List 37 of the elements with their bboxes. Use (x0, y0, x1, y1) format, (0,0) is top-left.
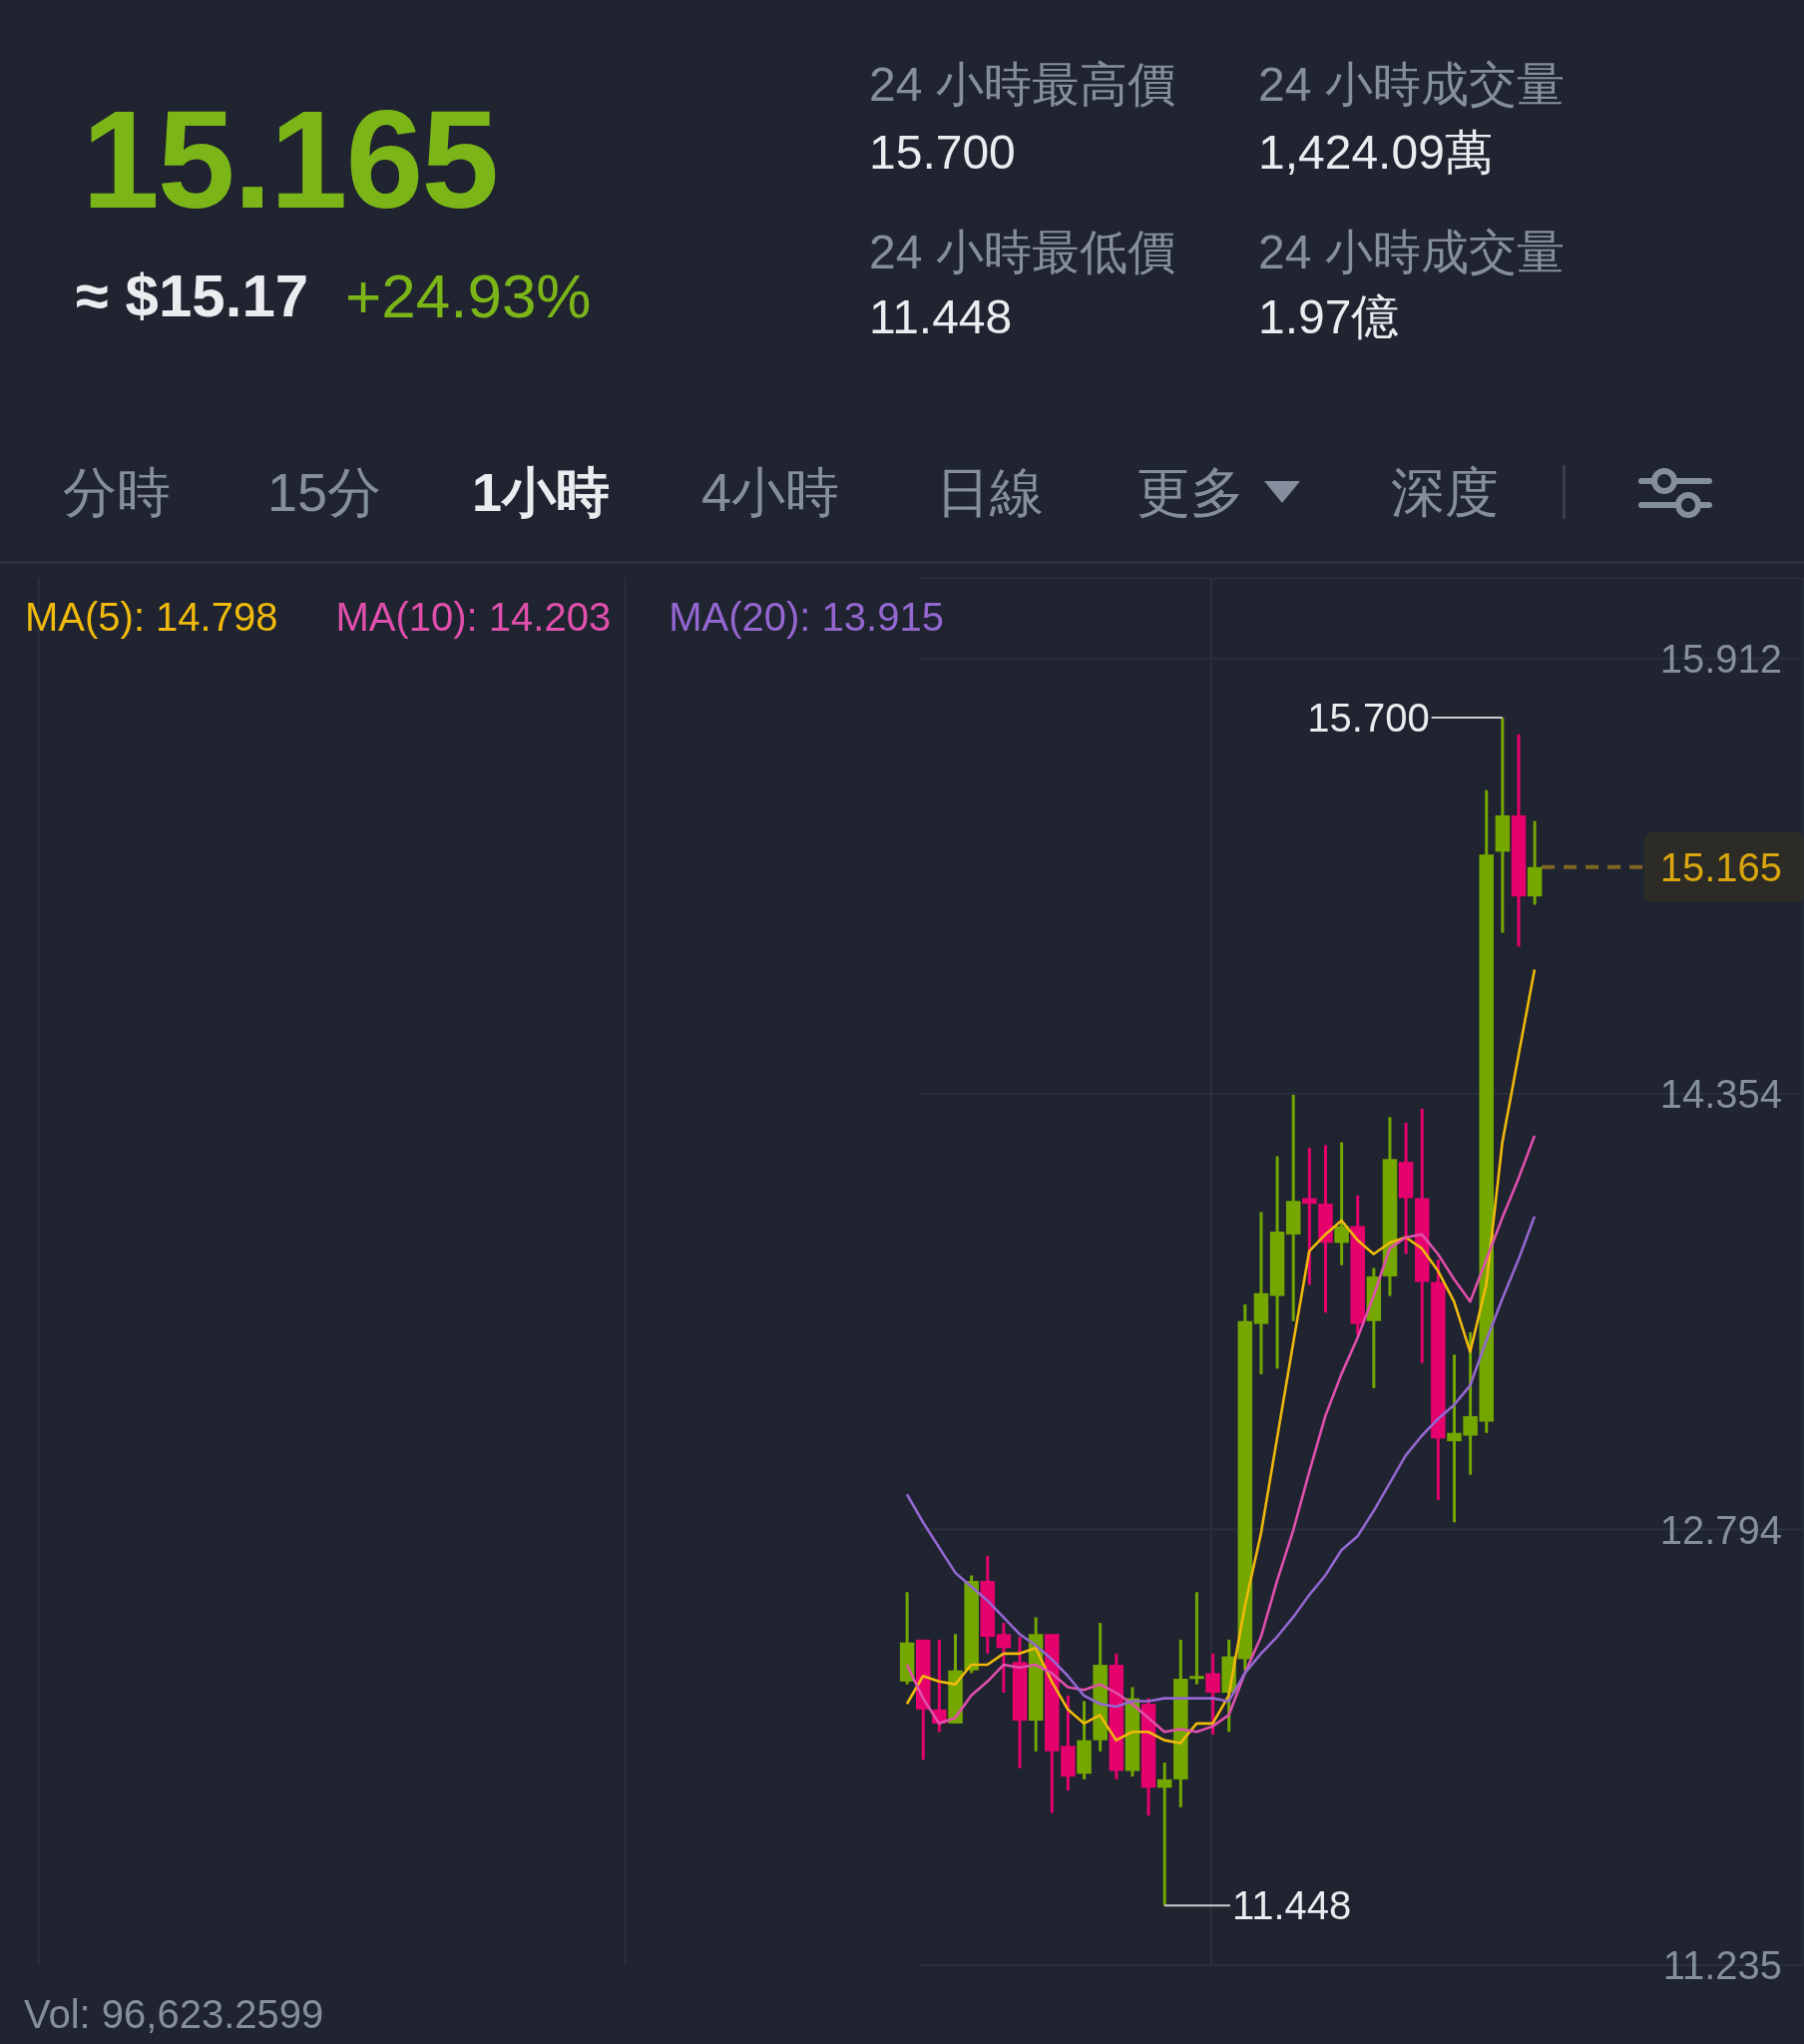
candlestick (996, 1623, 1012, 1695)
annotation: 15.700 (1307, 695, 1430, 740)
text: 1.97億 (1258, 289, 1400, 346)
text: 24 小時成交量 (1258, 225, 1565, 281)
text: MA(10): 14.203 (335, 594, 612, 641)
text: 24 小時最低價 (869, 225, 1175, 281)
line-series (905, 1215, 1537, 1709)
candlestick (1156, 1763, 1172, 1906)
text: 日線 (936, 460, 1044, 524)
y-tick-label: 12.794 (1659, 1507, 1782, 1552)
candlestick (1302, 1148, 1317, 1285)
line-series (905, 968, 1537, 1745)
text: 15.700 (869, 125, 1016, 182)
y-tick-label: 15.912 (1659, 636, 1782, 681)
text: 15分 (267, 460, 382, 524)
annotation: 11.448 (1231, 1883, 1352, 1928)
candlestick (1205, 1652, 1220, 1737)
text: 11.448 (869, 289, 1013, 346)
text: 更多 (1136, 460, 1244, 524)
text: 1小時 (472, 460, 611, 524)
text: 深度 (1391, 460, 1499, 524)
text: 1,424.09萬 (1258, 125, 1493, 182)
text: 分時 (63, 460, 171, 524)
chart-title: 15.165 (82, 81, 498, 238)
text: 4小時 (701, 460, 840, 524)
text: Vol: 96,623.2599 (24, 1991, 324, 2038)
text: 24 小時最高價 (869, 57, 1175, 114)
text: MA(5): 14.798 (25, 594, 278, 641)
candlestick (1334, 1142, 1349, 1266)
ref-line-label: 15.165 (1659, 844, 1782, 889)
text: 24 小時成交量 (1258, 57, 1565, 114)
y-tick-label: 14.354 (1659, 1071, 1782, 1116)
text: +24.93% (345, 259, 592, 332)
candlestick (1189, 1592, 1204, 1685)
text: ≈ $15.17 (76, 261, 309, 331)
text: MA(20): 13.915 (669, 594, 944, 641)
y-tick-label: 11.235 (1662, 1943, 1782, 1987)
